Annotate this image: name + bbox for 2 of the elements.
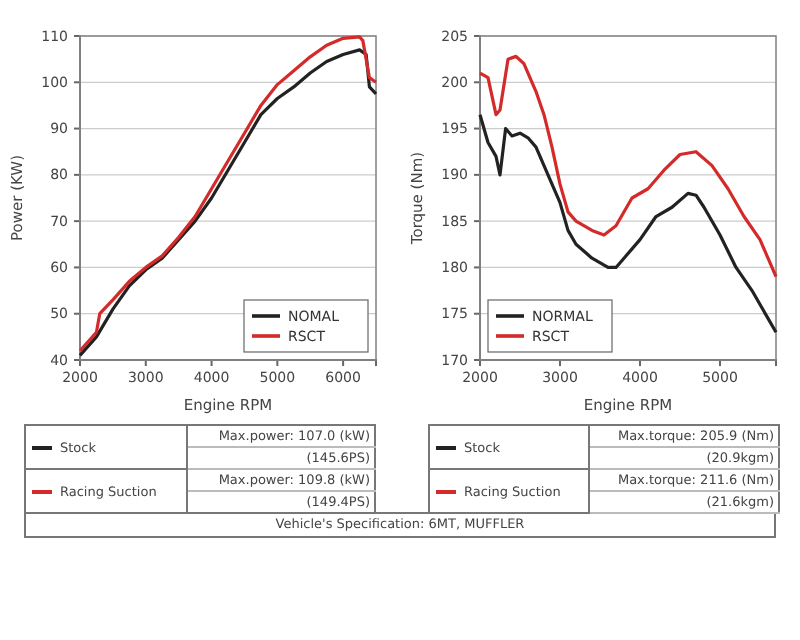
line-series	[478, 113, 778, 334]
line-series	[478, 54, 778, 279]
